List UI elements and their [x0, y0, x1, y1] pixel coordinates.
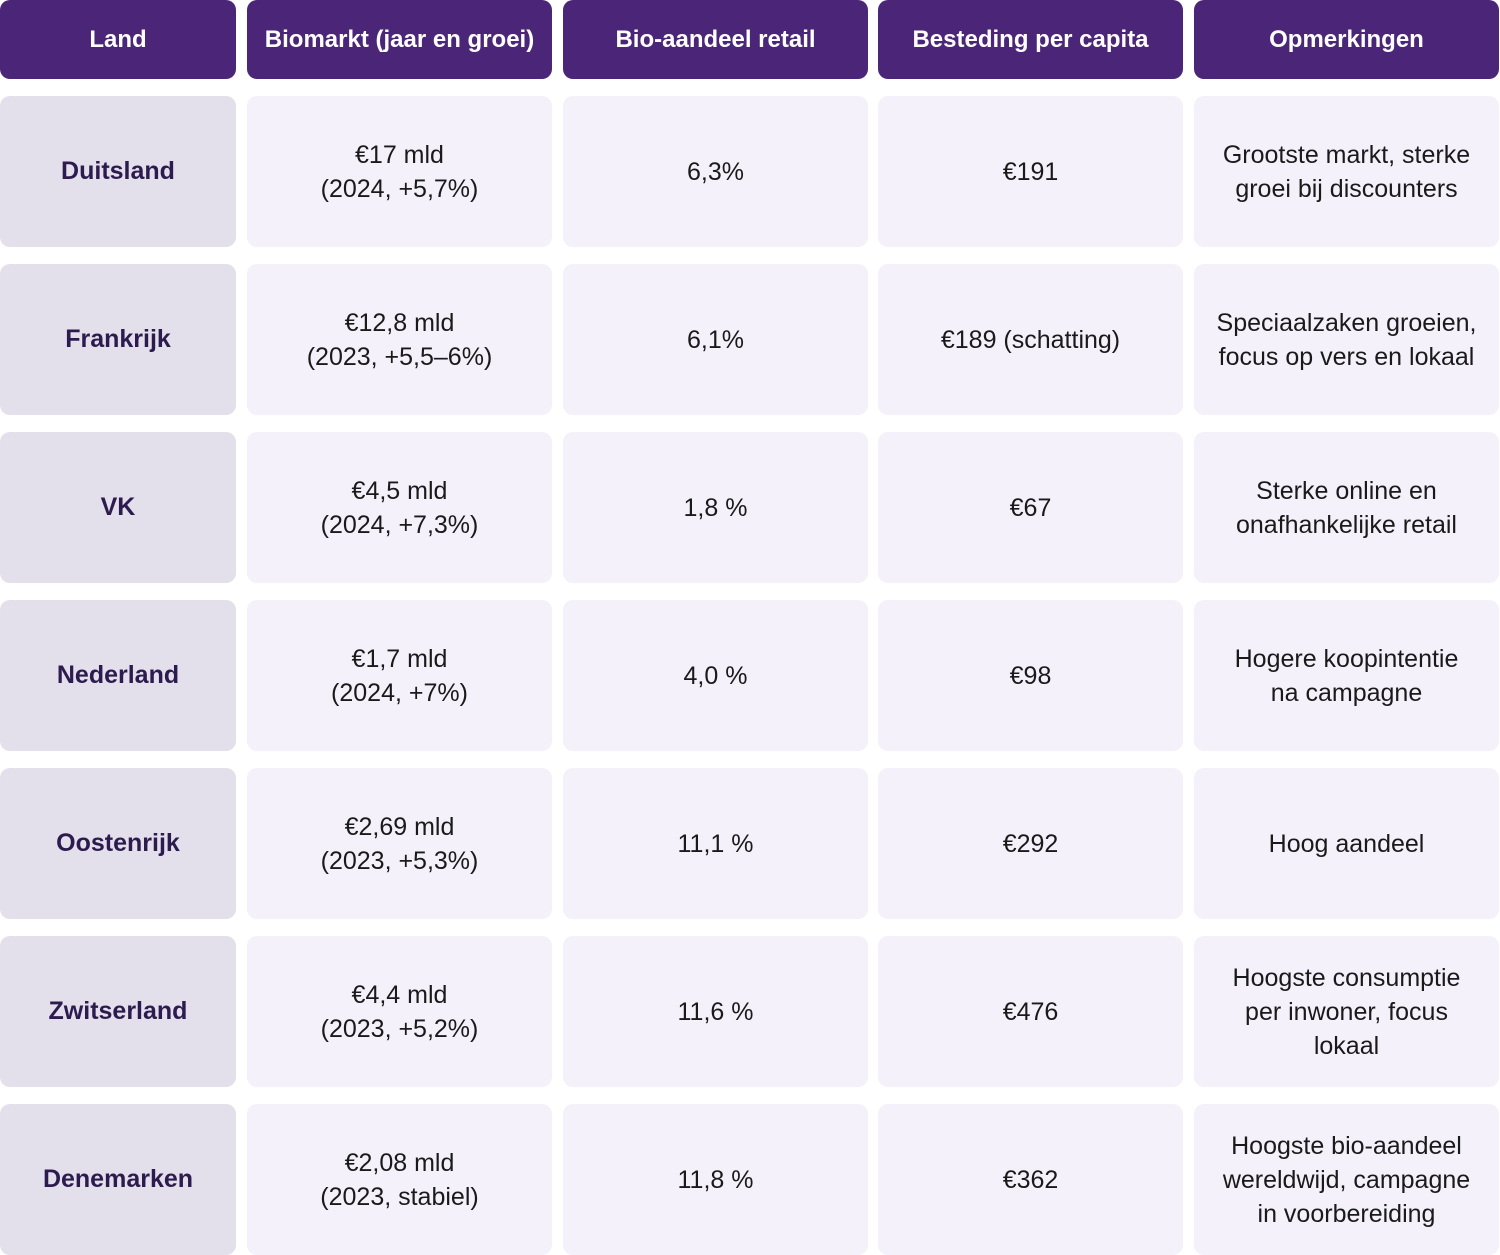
cell-bio-aandeel: 11,1 % [563, 768, 868, 919]
biomarkt-value: €17 mld [355, 140, 444, 169]
biomarkt-value: €4,5 mld [351, 476, 448, 505]
biomarkt-detail: (2023, +5,5–6%) [306, 342, 493, 371]
biomarkt-detail: (2024, +5,7%) [320, 174, 479, 203]
header-land: Land [0, 0, 236, 79]
cell-biomarkt: €12,8 mld (2023, +5,5–6%) [247, 264, 552, 415]
cell-besteding: €362 [878, 1104, 1183, 1255]
cell-bio-aandeel: 11,8 % [563, 1104, 868, 1255]
cell-opmerkingen: Grootste markt, sterke groei bij discoun… [1194, 96, 1499, 247]
cell-land: Zwitserland [0, 936, 236, 1087]
cell-besteding: €67 [878, 432, 1183, 583]
cell-opmerkingen: Hogere koopintentie na campagne [1194, 600, 1499, 751]
biomarkt-value: €1,7 mld [351, 644, 448, 673]
biomarkt-value: €2,69 mld [344, 812, 455, 841]
header-besteding: Besteding per capita [878, 0, 1183, 79]
cell-bio-aandeel: 6,3% [563, 96, 868, 247]
cell-opmerkingen: Hoogste bio-aandeel wereldwijd, campagne… [1194, 1104, 1499, 1255]
biomarkt-value: €2,08 mld [344, 1148, 455, 1177]
cell-besteding: €476 [878, 936, 1183, 1087]
biomarkt-value: €12,8 mld [344, 308, 455, 337]
cell-opmerkingen: Sterke online en onafhankelijke retail [1194, 432, 1499, 583]
biomarkt-detail: (2023, +5,2%) [320, 1014, 479, 1043]
header-bio-aandeel: Bio-aandeel retail [563, 0, 868, 79]
biomarkt-detail: (2023, +5,3%) [320, 846, 479, 875]
biomarkt-value: €4,4 mld [351, 980, 448, 1009]
cell-land: VK [0, 432, 236, 583]
cell-bio-aandeel: 6,1% [563, 264, 868, 415]
cell-besteding: €292 [878, 768, 1183, 919]
biomarkt-detail: (2023, stabiel) [320, 1182, 479, 1211]
biomarkt-detail: (2024, +7%) [331, 678, 468, 707]
cell-besteding: €191 [878, 96, 1183, 247]
cell-bio-aandeel: 1,8 % [563, 432, 868, 583]
cell-biomarkt: €2,69 mld (2023, +5,3%) [247, 768, 552, 919]
cell-biomarkt: €4,4 mld (2023, +5,2%) [247, 936, 552, 1087]
header-biomarkt: Biomarkt (jaar en groei) [247, 0, 552, 79]
cell-land: Oostenrijk [0, 768, 236, 919]
cell-opmerkingen: Speciaalzaken groeien, focus op vers en … [1194, 264, 1499, 415]
cell-biomarkt: €17 mld (2024, +5,7%) [247, 96, 552, 247]
cell-biomarkt: €4,5 mld (2024, +7,3%) [247, 432, 552, 583]
cell-bio-aandeel: 4,0 % [563, 600, 868, 751]
cell-bio-aandeel: 11,6 % [563, 936, 868, 1087]
header-opmerkingen: Opmerkingen [1194, 0, 1499, 79]
cell-besteding: €189 (schatting) [878, 264, 1183, 415]
cell-land: Duitsland [0, 96, 236, 247]
cell-land: Frankrijk [0, 264, 236, 415]
cell-opmerkingen: Hoogste consumptie per inwoner, focus lo… [1194, 936, 1499, 1087]
biomarkt-detail: (2024, +7,3%) [320, 510, 479, 539]
cell-land: Denemarken [0, 1104, 236, 1255]
cell-land: Nederland [0, 600, 236, 751]
cell-biomarkt: €2,08 mld (2023, stabiel) [247, 1104, 552, 1255]
cell-besteding: €98 [878, 600, 1183, 751]
cell-biomarkt: €1,7 mld (2024, +7%) [247, 600, 552, 751]
cell-opmerkingen: Hoog aandeel [1194, 768, 1499, 919]
